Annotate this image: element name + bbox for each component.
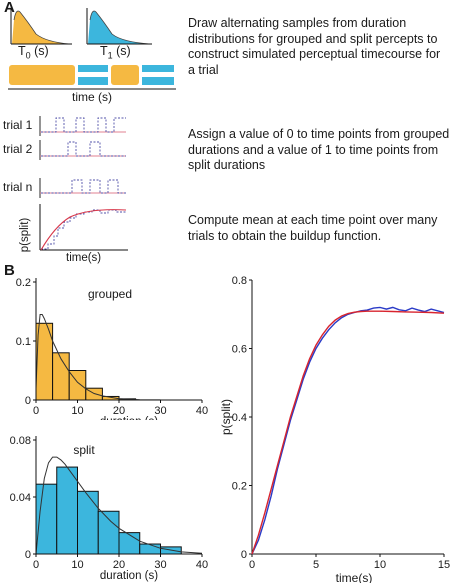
mini-psplit-label: p(split) xyxy=(19,217,31,253)
fit-curve xyxy=(35,314,161,401)
split-segment-1 xyxy=(78,65,108,85)
y-tick-label: 0.08 xyxy=(10,435,31,447)
x-tick-label: 30 xyxy=(154,559,166,571)
buildup-mini-plot xyxy=(39,204,128,251)
y-axis-label: p(split) xyxy=(219,399,233,435)
x-tick-label: 0 xyxy=(33,559,39,571)
split-distribution-sketch xyxy=(86,8,152,45)
panel-label-b: B xyxy=(4,262,15,279)
histogram-bar xyxy=(52,352,70,401)
x-tick-label: 20 xyxy=(113,559,125,571)
trial-1-label: trial 1 xyxy=(3,118,33,132)
y-tick-label: 0.4 xyxy=(232,412,247,424)
x-tick-label: 0 xyxy=(249,559,255,571)
y-tick-label: 0.1 xyxy=(16,336,31,348)
step1-description: Draw alternating samples from duration d… xyxy=(188,16,441,77)
split-distribution-label: T1 (s) xyxy=(100,44,131,61)
x-axis-label: duration (s) xyxy=(100,570,158,582)
grouped-histogram: 0 0.1 0.2 0 10 20 30 40 grouped duration (s) xyxy=(16,277,208,420)
trial-traces xyxy=(39,116,126,198)
x-tick-label: 20 xyxy=(113,405,125,417)
x-axis-label: time(s) xyxy=(336,571,373,583)
histogram-bar xyxy=(77,490,99,555)
split-histogram: 0 0.04 0.08 0 10 20 30 40 split duration (s) xyxy=(10,435,209,582)
timecourse-axis-label: time (s) xyxy=(72,90,112,104)
fit-series-line xyxy=(251,310,445,555)
mini-time-label: time(s) xyxy=(66,252,102,264)
grouped-distribution-sketch xyxy=(10,8,72,45)
y-tick-label: 0.2 xyxy=(16,277,31,289)
split-segment-2 xyxy=(142,65,174,85)
y-tick-label: 0 xyxy=(25,395,31,407)
y-tick-label: 0.8 xyxy=(232,275,247,287)
histogram-title: grouped xyxy=(88,287,132,301)
x-tick-label: 10 xyxy=(71,559,83,571)
x-tick-label: 0 xyxy=(33,405,39,417)
x-tick-label: 40 xyxy=(196,559,208,571)
trial-2-label: trial 2 xyxy=(3,142,33,156)
y-tick-label: 0.04 xyxy=(10,492,31,504)
x-tick-label: 10 xyxy=(71,405,83,417)
step3-description: Compute mean at each time point over man… xyxy=(188,213,438,243)
perceptual-timecourse xyxy=(8,65,176,90)
x-axis-label: duration (s) xyxy=(100,416,158,420)
histogram-bar xyxy=(97,510,120,555)
x-tick-label: 40 xyxy=(196,405,208,417)
y-tick-label: 0.6 xyxy=(232,344,247,356)
y-tick-label: 0 xyxy=(241,549,247,561)
histogram-bar xyxy=(56,466,78,555)
panel-label-a: A xyxy=(4,0,15,16)
x-tick-label: 5 xyxy=(313,559,319,571)
fit-curve xyxy=(35,456,203,555)
histogram-title: split xyxy=(73,443,95,457)
x-tick-label: 10 xyxy=(374,559,386,571)
histogram-bar xyxy=(118,532,141,555)
histogram-bar xyxy=(139,543,161,555)
grouped-distribution-label: T0 (s) xyxy=(18,44,49,61)
data-series-line xyxy=(251,306,445,555)
x-tick-label: 15 xyxy=(438,559,450,571)
y-tick-label: 0.2 xyxy=(232,481,247,493)
y-tick-label: 0 xyxy=(25,549,31,561)
x-tick-label: 30 xyxy=(154,405,166,417)
step2-description: Assign a value of 0 to time points from … xyxy=(188,127,450,172)
trial-n-label: trial n xyxy=(3,180,33,194)
buildup-function-chart: 0 0.2 0.4 0.6 0.8 0 5 10 15 time(s) p(split) xyxy=(219,275,450,583)
panel-a-figure xyxy=(8,8,176,251)
